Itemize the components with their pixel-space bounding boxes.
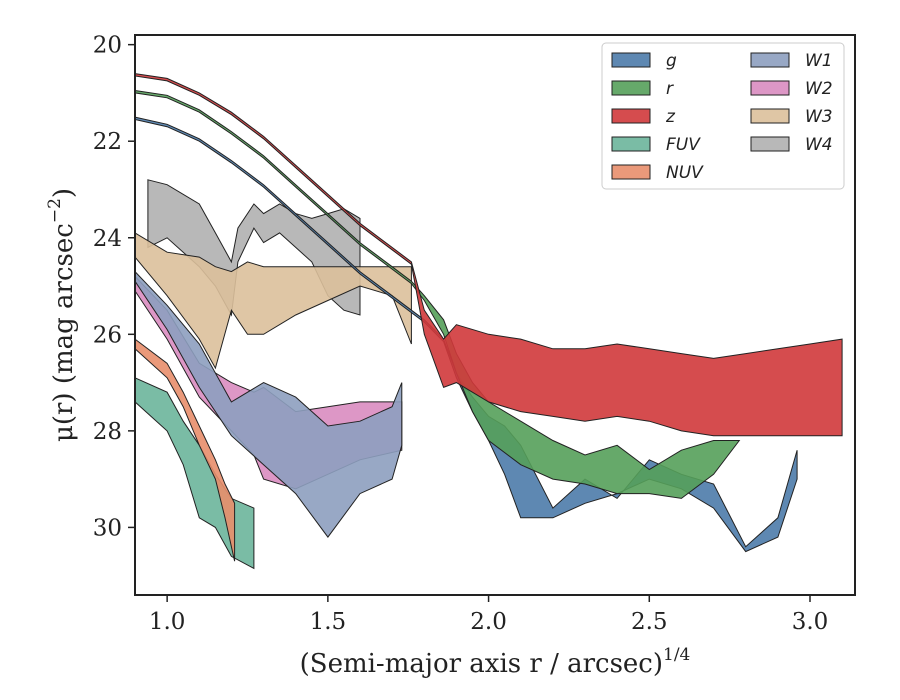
y-tick-label: 20: [93, 33, 122, 59]
band-fuv: [134, 377, 255, 570]
axes: 1.0 1.5 2.0 2.5 3.0 20 22 24 26 28 30: [93, 33, 856, 635]
legend-swatch-w1: [750, 52, 790, 68]
band-r: [134, 89, 741, 499]
x-tick-label: 1.5: [310, 609, 347, 635]
band-w3: [134, 232, 412, 370]
legend-label-w4: W4: [805, 135, 833, 155]
y-tick-label: 24: [93, 226, 122, 252]
y-axis-label: μ(r) (mag arcsec−2): [45, 188, 79, 442]
axis-labels: (Semi-major axis r / arcsec)1/4 μ(r) (mag…: [45, 188, 690, 679]
x-tick-label: 2.0: [470, 609, 507, 635]
legend-swatch-z: [611, 108, 651, 124]
x-axis-label: (Semi-major axis r / arcsec)1/4: [300, 645, 691, 679]
legend-label-r: r: [666, 79, 674, 99]
legend-swatch-fuv: [611, 136, 651, 152]
band-w1: [134, 270, 403, 538]
legend-label-g: g: [666, 51, 677, 71]
profile-bands: [134, 73, 843, 570]
legend: grz FUV NUV W1 W2 W3 W4: [601, 42, 845, 190]
y-tick-label: 26: [93, 322, 122, 348]
legend-swatch-r: [611, 80, 651, 96]
band-g: [134, 116, 798, 553]
x-tick-label: 1.0: [149, 609, 186, 635]
legend-swatch-w3: [750, 108, 790, 124]
y-tick-label: 30: [93, 515, 122, 541]
band-nuv: [134, 338, 236, 562]
x-tick-label: 3.0: [792, 609, 829, 635]
legend-swatch-w4: [750, 136, 790, 152]
legend-label-w3: W3: [805, 107, 833, 127]
legend-swatch-w2: [750, 80, 790, 96]
legend-label-z: z: [665, 107, 676, 127]
legend-label-fuv: FUV: [666, 135, 701, 155]
legend-label-w2: W2: [805, 79, 833, 99]
legend-swatch-nuv: [611, 164, 651, 180]
x-tick-label: 2.5: [631, 609, 668, 635]
legend-label-nuv: NUV: [666, 163, 704, 183]
plot-frame: [134, 34, 856, 596]
legend-box: [601, 42, 845, 190]
y-tick-label: 22: [93, 129, 122, 155]
y-tick-label: 28: [93, 419, 122, 445]
legend-swatch-g: [611, 52, 651, 68]
band-z: [134, 73, 843, 437]
legend-label-w1: W1: [805, 51, 833, 71]
